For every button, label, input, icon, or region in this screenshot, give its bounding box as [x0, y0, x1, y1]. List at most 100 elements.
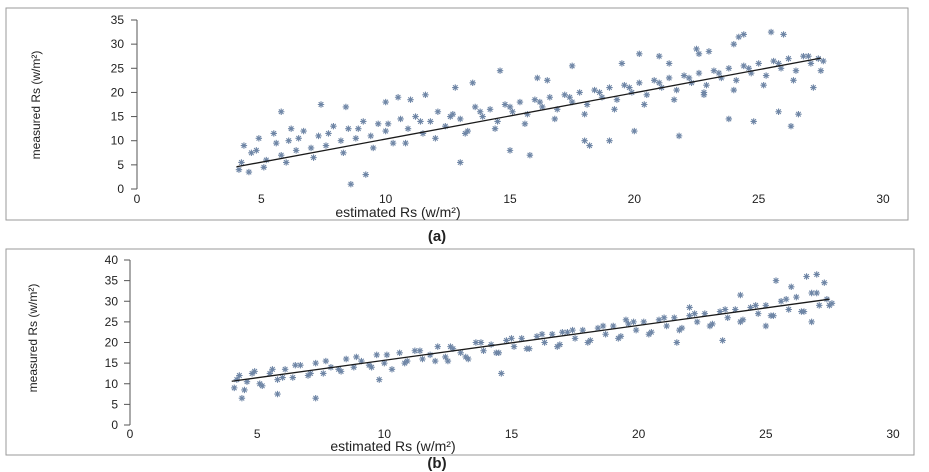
chart-panel-a: 0 5 10 15 20 25 30 35 0 5 10 15 20 25 30 estimated Rs… — [5, 7, 909, 221]
data-point — [821, 279, 828, 286]
data-point — [541, 339, 548, 346]
data-point — [449, 110, 457, 118]
data-point — [803, 273, 810, 280]
data-point — [632, 326, 640, 334]
data-point — [631, 127, 638, 135]
data-point — [772, 277, 780, 284]
data-point — [407, 96, 414, 103]
data-point — [531, 96, 539, 103]
data-point — [274, 390, 281, 398]
data-point — [493, 349, 500, 357]
data-point — [362, 171, 369, 178]
chart-a-frame — [5, 7, 909, 221]
data-point — [546, 94, 553, 101]
y-tick-label: 20 — [111, 85, 125, 99]
chart-b-x-axis-label: estimated Rs (w/m²) — [330, 438, 455, 454]
chart-a-panel-label: (a) — [428, 228, 446, 245]
data-point — [716, 308, 724, 315]
data-point — [472, 339, 480, 346]
data-point — [462, 353, 469, 361]
y-tick-label: 35 — [105, 274, 119, 288]
data-point — [564, 328, 571, 336]
data-point — [412, 113, 419, 120]
data-point — [606, 84, 613, 91]
data-point — [640, 318, 647, 326]
data-point — [584, 339, 591, 346]
x-tick-label: 30 — [886, 427, 900, 441]
data-point — [730, 40, 737, 48]
data-point — [337, 368, 345, 375]
data-point — [434, 343, 441, 350]
data-point — [401, 359, 408, 367]
data-point — [367, 132, 374, 140]
data-point — [240, 142, 248, 149]
data-point — [238, 159, 245, 166]
data-point — [471, 103, 479, 111]
data-point — [660, 314, 668, 321]
data-point — [762, 322, 770, 330]
data-point — [510, 343, 518, 350]
data-point — [322, 142, 330, 149]
data-point — [235, 166, 243, 173]
data-point — [402, 139, 409, 147]
data-point — [432, 135, 439, 142]
data-point — [775, 108, 782, 115]
data-point — [263, 156, 270, 164]
y-tick-label: 5 — [117, 158, 124, 172]
data-point — [373, 351, 380, 359]
data-point — [255, 135, 263, 142]
data-point — [651, 77, 658, 84]
data-point — [561, 91, 568, 99]
data-point — [725, 65, 733, 72]
data-point — [533, 333, 541, 340]
data-point — [725, 115, 733, 123]
data-point — [508, 335, 515, 342]
x-tick-label: 25 — [759, 427, 773, 441]
data-point — [826, 302, 833, 309]
data-point — [596, 89, 603, 96]
data-point — [442, 353, 449, 361]
data-point — [787, 123, 795, 130]
data-point — [748, 69, 755, 77]
data-point — [813, 289, 820, 297]
data-point — [266, 370, 274, 377]
data-point — [710, 67, 718, 74]
data-point — [253, 147, 260, 154]
data-point — [297, 361, 304, 369]
data-point — [231, 384, 238, 392]
data-point — [695, 69, 703, 77]
data-point — [571, 335, 579, 342]
data-point — [665, 74, 673, 82]
data-point — [241, 386, 248, 394]
data-point — [350, 364, 358, 371]
chart-a-trendline-group — [236, 57, 821, 168]
data-point — [606, 137, 613, 144]
data-point — [273, 139, 280, 147]
data-point — [551, 115, 558, 123]
data-point — [486, 106, 494, 113]
data-point — [780, 31, 787, 38]
data-point — [782, 295, 790, 303]
data-point — [701, 310, 708, 317]
data-point — [817, 67, 825, 74]
data-point — [494, 118, 501, 125]
data-point — [630, 318, 637, 326]
data-point — [337, 137, 345, 144]
data-point — [376, 376, 383, 383]
data-point — [534, 74, 541, 82]
data-point — [628, 89, 636, 96]
data-point — [526, 152, 534, 159]
data-point — [287, 125, 295, 132]
data-point — [615, 335, 622, 342]
y-tick-label: 0 — [111, 418, 118, 432]
data-point — [238, 394, 246, 402]
data-point — [487, 341, 495, 348]
data-point — [599, 322, 607, 330]
data-point — [755, 310, 762, 317]
data-point — [457, 349, 464, 357]
data-point — [807, 60, 815, 67]
data-point — [656, 79, 663, 86]
data-point — [718, 74, 725, 82]
data-point — [680, 72, 688, 79]
data-point — [279, 374, 286, 381]
